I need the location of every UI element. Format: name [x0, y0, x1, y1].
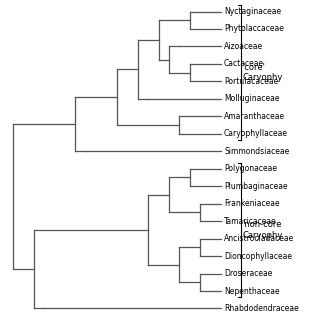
- Text: Cactaceae: Cactaceae: [224, 60, 264, 68]
- Text: Frankeniaceae: Frankeniaceae: [224, 199, 280, 208]
- Text: 'non-core
Caryophy: 'non-core Caryophy: [242, 220, 283, 240]
- Text: 'core'
Caryophy: 'core' Caryophy: [242, 63, 283, 82]
- Text: Amaranthaceae: Amaranthaceae: [224, 112, 285, 121]
- Text: Ancistrocladaceae: Ancistrocladaceae: [224, 234, 294, 243]
- Text: Caryophyllaceae: Caryophyllaceae: [224, 129, 288, 138]
- Text: Droseraceae: Droseraceae: [224, 269, 272, 278]
- Text: Portulacaceae: Portulacaceae: [224, 77, 278, 86]
- Text: Nyctaginaceae: Nyctaginaceae: [224, 7, 281, 16]
- Text: Molluginaceae: Molluginaceae: [224, 94, 280, 103]
- Text: Nepenthaceae: Nepenthaceae: [224, 286, 280, 295]
- Text: Phytolaccaceae: Phytolaccaceae: [224, 25, 284, 34]
- Text: Polygonaceae: Polygonaceae: [224, 164, 277, 173]
- Text: Simmondsiaceae: Simmondsiaceae: [224, 147, 289, 156]
- Text: Aizoaceae: Aizoaceae: [224, 42, 263, 51]
- Text: Plumbaginaceae: Plumbaginaceae: [224, 182, 288, 191]
- Text: Rhabdodendraceae: Rhabdodendraceae: [224, 304, 299, 313]
- Text: Dioncophyllaceae: Dioncophyllaceae: [224, 252, 292, 260]
- Text: Tamaricaceae: Tamaricaceae: [224, 217, 277, 226]
